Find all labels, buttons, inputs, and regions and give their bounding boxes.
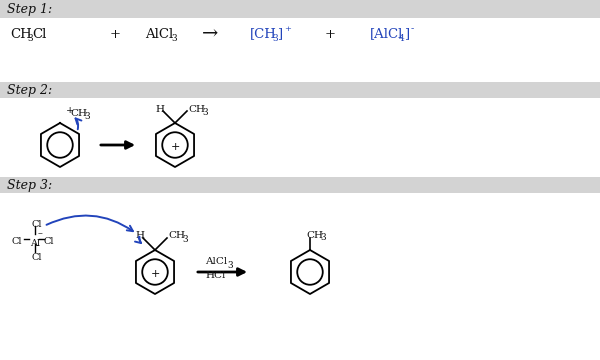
Text: 3: 3 [84, 112, 89, 121]
Text: 3: 3 [320, 234, 326, 243]
Text: 3: 3 [171, 33, 176, 42]
Text: CH: CH [10, 27, 32, 41]
Text: -: - [411, 24, 414, 33]
Text: [AlCl: [AlCl [370, 27, 403, 41]
Text: Cl: Cl [32, 252, 43, 261]
Text: +: + [284, 25, 291, 33]
Text: CH: CH [168, 231, 185, 240]
FancyBboxPatch shape [0, 82, 600, 98]
Text: 3: 3 [27, 33, 32, 42]
Text: AlCl: AlCl [205, 257, 227, 266]
Text: Cl: Cl [32, 27, 46, 41]
Text: CH: CH [306, 230, 323, 239]
Text: Step 3:: Step 3: [7, 179, 52, 192]
Text: [CH: [CH [250, 27, 277, 41]
Text: Cl: Cl [44, 238, 55, 247]
Text: CH: CH [70, 108, 87, 117]
Text: 3: 3 [182, 234, 188, 243]
Text: 3: 3 [227, 261, 233, 270]
Text: +: + [170, 142, 179, 152]
Text: +: + [325, 27, 335, 41]
Text: HCl: HCl [205, 271, 226, 280]
Text: –: – [38, 230, 43, 239]
Text: Step 2:: Step 2: [7, 84, 52, 96]
Text: ]: ] [277, 27, 282, 41]
Text: 4: 4 [399, 33, 405, 42]
Text: 3: 3 [202, 108, 208, 117]
Text: +: + [151, 269, 160, 279]
Text: Cl: Cl [12, 238, 23, 247]
Text: AlCl: AlCl [145, 27, 173, 41]
Text: CH: CH [188, 104, 205, 113]
Text: +: + [110, 27, 121, 41]
Text: H: H [135, 231, 144, 240]
Text: 3: 3 [272, 33, 278, 42]
Text: H: H [155, 104, 164, 113]
Text: +: + [66, 105, 74, 114]
FancyBboxPatch shape [0, 0, 600, 18]
Text: ]: ] [404, 27, 409, 41]
FancyBboxPatch shape [0, 177, 600, 193]
Text: Al: Al [30, 239, 40, 248]
Text: Step 1:: Step 1: [7, 3, 52, 15]
Text: Cl: Cl [32, 220, 43, 229]
Text: →: → [202, 24, 218, 42]
